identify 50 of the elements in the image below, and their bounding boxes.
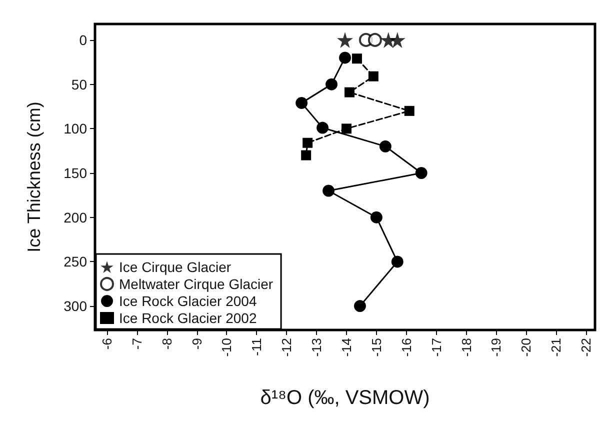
y-tick-label: 300: [64, 298, 88, 314]
legend-label: Ice Rock Glacier 2002: [119, 310, 257, 326]
point: [415, 167, 428, 180]
x-tick-label: -8: [159, 338, 174, 350]
point: [354, 300, 366, 312]
point: [379, 140, 392, 152]
x-axis-title: δ¹⁸O (‰, VSMOW): [260, 387, 430, 409]
x-tick-label: -7: [129, 338, 144, 350]
y-tick-label: 250: [64, 254, 88, 270]
x-tick-label: -10: [219, 338, 234, 357]
x-tick-label: -17: [428, 338, 444, 357]
point: [296, 96, 308, 109]
x-tick-label: -6: [99, 338, 114, 350]
x-tick-label: -15: [368, 338, 384, 357]
point: [337, 32, 353, 48]
point: [404, 106, 414, 116]
point: [316, 122, 329, 134]
y-tick-label: 200: [64, 209, 88, 226]
point: [389, 32, 406, 48]
legend-label: Meltwater Cirque Glacier: [119, 276, 274, 292]
x-tick-label: -16: [398, 338, 414, 357]
x-tick-label: -9: [189, 338, 204, 350]
x-tick-label: -12: [279, 338, 294, 357]
x-tick-label: -20: [518, 338, 534, 357]
y-tick-label: 100: [64, 120, 88, 137]
x-tick-label: -11: [249, 338, 264, 356]
point: [391, 256, 404, 268]
legend-label: Ice Rock Glacier 2004: [119, 293, 257, 309]
y-tick-label: 0: [79, 32, 88, 48]
point: [352, 54, 362, 64]
x-tick-label: -22: [578, 338, 594, 357]
x-tick-label: -13: [309, 338, 324, 357]
x-tick-label: -18: [458, 338, 474, 357]
point: [302, 138, 313, 148]
point: [301, 150, 312, 160]
point: [341, 124, 352, 134]
x-tick-label: -19: [488, 338, 504, 357]
point: [344, 87, 354, 98]
point: [368, 32, 382, 47]
point: [322, 184, 335, 197]
y-tick-label: 50: [71, 76, 88, 92]
x-tick-label: -21: [548, 338, 564, 357]
legend-label: Ice Cirque Glacier: [119, 259, 232, 275]
y-tick-label: 150: [64, 165, 88, 182]
point: [370, 211, 382, 224]
y-axis-title: Ice Thickness (cm): [24, 102, 44, 252]
point: [368, 71, 378, 82]
x-tick-label: -14: [338, 338, 354, 357]
point: [339, 52, 351, 64]
point: [326, 78, 338, 90]
